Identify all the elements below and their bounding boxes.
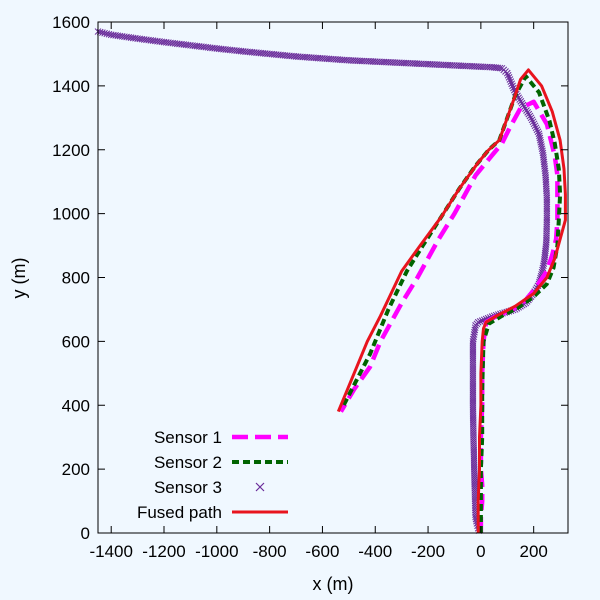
sensor-3-point <box>533 126 541 134</box>
x-tick-label: 200 <box>519 542 547 561</box>
sensor-3-point <box>507 78 515 85</box>
y-tick-label: 800 <box>62 269 90 288</box>
tick-layer: -1400 -1200 -1000 -800 -600 -400 -200 0 200 0 200 4… <box>52 13 568 561</box>
legend-label-sensor-1: Sensor 1 <box>154 428 222 447</box>
sensor-3-point <box>508 80 516 88</box>
series-fused-path-line <box>336 68 567 533</box>
sensor-3-point <box>510 84 517 92</box>
sensor-3-point <box>504 71 512 79</box>
sensor-3-point <box>529 118 537 126</box>
sensor-3-point <box>528 116 536 124</box>
sensor-3-point <box>531 122 539 130</box>
sensor-3-point <box>496 64 504 72</box>
legend-label-sensor-2: Sensor 2 <box>154 453 222 472</box>
sensor-3-point <box>530 120 538 128</box>
x-tick-label: -1000 <box>195 542 238 561</box>
y-tick-label: 1000 <box>52 205 90 224</box>
x-tick-label: -1400 <box>89 542 132 561</box>
legend-sample-sensor-3 <box>255 482 265 492</box>
sensor-3-point <box>532 124 540 132</box>
sensor-3-point <box>509 82 516 90</box>
sensor-3-point <box>527 114 535 122</box>
series-layer <box>94 28 567 534</box>
x-tick-label: -600 <box>305 542 339 561</box>
y-tick-label: 600 <box>62 332 90 351</box>
sensor-3-point <box>506 76 514 83</box>
x-axis-label: x (m) <box>313 574 354 594</box>
sensor-3-point <box>534 128 542 136</box>
y-tick-label: 1200 <box>52 141 90 160</box>
y-axis-label: y (m) <box>9 258 29 299</box>
series-sensor-3-points <box>94 28 551 534</box>
y-tick-label: 400 <box>62 396 90 415</box>
x-tick-label: -1200 <box>142 542 185 561</box>
x-tick-label: -200 <box>411 542 445 561</box>
y-tick-label: 200 <box>62 460 90 479</box>
legend-label-fused-path: Fused path <box>137 503 222 522</box>
legend-label-sensor-3: Sensor 3 <box>154 478 222 497</box>
y-tick-label: 0 <box>81 524 90 543</box>
sensor-3-point <box>505 74 513 81</box>
y-tick-label: 1600 <box>52 13 90 32</box>
x-tick-label: 0 <box>476 542 485 561</box>
sensor-3-point <box>503 69 511 77</box>
x-tick-label: -400 <box>358 542 392 561</box>
x-tick-label: -800 <box>253 542 287 561</box>
y-tick-label: 1400 <box>52 77 90 96</box>
legend: Sensor 1 Sensor 2 Sensor 3 Fused path <box>137 428 288 522</box>
